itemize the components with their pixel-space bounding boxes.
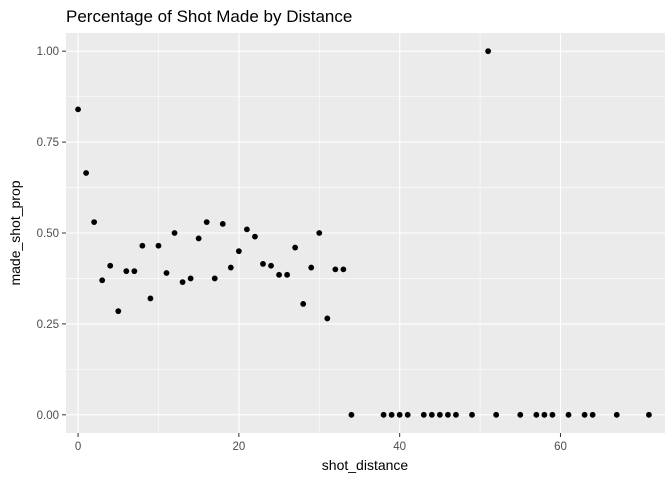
data-point	[195, 235, 202, 242]
data-point	[533, 411, 540, 418]
data-point	[308, 264, 315, 271]
data-point	[235, 248, 242, 255]
data-point	[565, 411, 572, 418]
data-point	[340, 266, 347, 273]
data-point	[292, 244, 299, 251]
data-point	[436, 411, 443, 418]
data-point	[428, 411, 435, 418]
data-point	[75, 106, 81, 113]
data-point	[348, 411, 355, 418]
data-point	[83, 170, 90, 176]
data-point	[300, 301, 307, 307]
data-point	[541, 411, 548, 418]
data-points	[75, 48, 652, 418]
data-point	[613, 411, 620, 418]
data-point	[276, 271, 282, 278]
y-tick-label: 0.25	[37, 319, 59, 331]
data-point	[211, 275, 218, 282]
y-tick-label: 1.00	[37, 46, 59, 58]
data-point	[163, 270, 170, 276]
data-point	[91, 219, 98, 225]
x-tick-label: 0	[75, 441, 81, 453]
data-point	[147, 295, 154, 302]
data-point	[469, 411, 475, 418]
data-point	[123, 268, 130, 275]
data-point	[549, 411, 556, 418]
data-point	[485, 48, 492, 55]
data-point	[179, 279, 186, 285]
data-point	[396, 411, 403, 418]
data-point	[187, 275, 194, 282]
data-point	[284, 271, 291, 278]
data-point	[420, 411, 427, 418]
data-point	[404, 411, 411, 418]
data-point	[99, 277, 106, 284]
data-point	[445, 411, 451, 418]
y-axis-title: made_shot_prop	[7, 180, 23, 285]
data-point	[131, 268, 138, 275]
x-axis-title: shot_distance	[322, 457, 409, 473]
data-point	[324, 315, 331, 322]
x-tick-label: 60	[554, 441, 567, 453]
data-point	[107, 262, 114, 269]
data-point	[260, 261, 266, 267]
data-point	[493, 411, 500, 418]
data-point	[227, 264, 234, 271]
y-axis-ticks: 0.00 0.25 0.50 0.75 1.00	[37, 46, 66, 422]
data-point	[380, 411, 387, 418]
data-point	[219, 221, 226, 227]
data-point	[139, 242, 146, 249]
data-point	[115, 308, 122, 315]
data-point	[581, 411, 588, 418]
y-tick-label: 0.50	[37, 228, 59, 240]
chart-title: Percentage of Shot Made by Distance	[66, 7, 352, 26]
data-point	[646, 411, 652, 418]
data-point	[517, 411, 524, 418]
data-point	[453, 411, 459, 418]
data-point	[244, 226, 250, 233]
data-point	[252, 233, 258, 240]
data-point	[332, 266, 339, 273]
data-point	[589, 411, 596, 418]
y-tick-label: 0.75	[37, 137, 59, 149]
major-gridlines	[66, 33, 665, 433]
data-point	[155, 242, 162, 249]
x-axis-ticks: 0 20 40 60	[75, 433, 567, 453]
data-point	[171, 230, 178, 236]
x-tick-label: 20	[232, 441, 245, 453]
x-tick-label: 40	[393, 441, 406, 453]
data-point	[388, 411, 395, 418]
data-point	[316, 230, 323, 236]
data-point	[268, 262, 274, 269]
y-tick-label: 0.00	[37, 410, 59, 422]
data-point	[203, 219, 210, 225]
